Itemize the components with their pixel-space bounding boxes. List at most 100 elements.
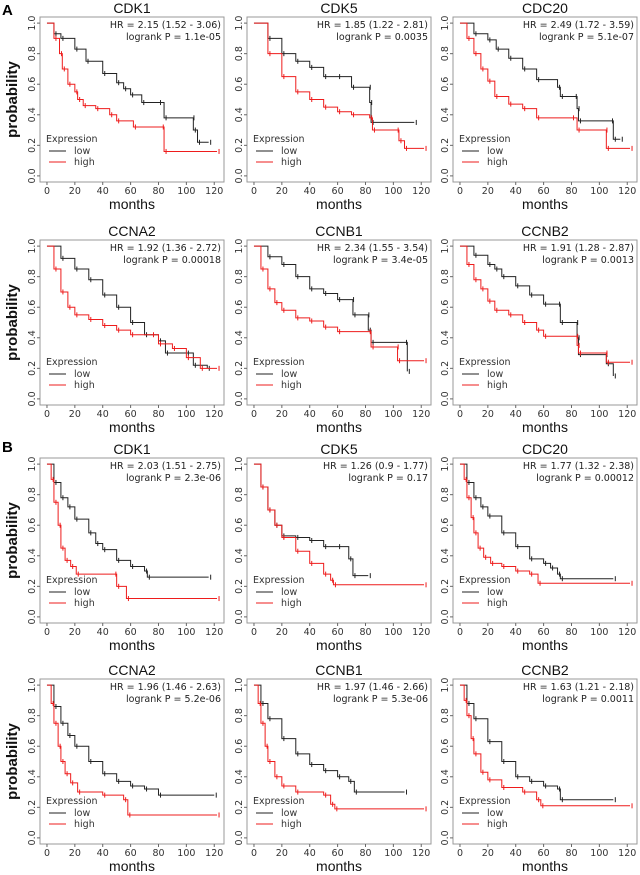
x-tick-label: 0 <box>251 627 257 638</box>
plot-frame <box>452 16 638 183</box>
y-tick-label: 0.2 <box>234 579 245 594</box>
y-tick-label: 0.8 <box>234 708 245 723</box>
y-tick-label: 0.0 <box>234 168 245 183</box>
x-tick-label: 120 <box>205 627 223 638</box>
x-tick-label: 20 <box>69 186 81 197</box>
y-tick-label: 0.0 <box>27 391 38 406</box>
km-plot-a-ccnb1: CCNB1 HR = 2.34 (1.55 - 3.54)logrank P = … <box>234 223 432 435</box>
y-tick-label: 1.0 <box>234 678 245 693</box>
x-tick-label: 100 <box>590 409 608 420</box>
km-plot-b-cdk5: CDK5 HR = 1.26 (0.9 - 1.77)logrank P = 0.… <box>234 441 432 653</box>
x-tick-label: 120 <box>205 409 223 420</box>
x-tick-label: 40 <box>304 409 316 420</box>
y-tick-label: 0.8 <box>440 46 451 61</box>
x-tick-label: 60 <box>538 186 550 197</box>
y-tick-label: 0.4 <box>440 107 451 122</box>
legend-label-high: high <box>281 819 302 830</box>
x-tick-label: 100 <box>177 186 195 197</box>
survival-curve-high <box>253 684 425 810</box>
y-tick-label: 1.0 <box>440 678 451 693</box>
y-tick-label: 0.4 <box>234 107 245 122</box>
legend-title: Expression <box>46 134 98 145</box>
legend-title: Expression <box>459 575 511 586</box>
plot-title: CCNA2 <box>108 223 156 239</box>
y-tick-label: 0.4 <box>234 769 245 784</box>
plot-frame <box>39 16 225 183</box>
x-tick-label: 0 <box>44 409 50 420</box>
x-tick-label: 60 <box>125 409 137 420</box>
legend-label-low: low <box>74 146 90 157</box>
hazard-ratio-text: HR = 1.91 (1.28 - 2.87) <box>523 243 634 254</box>
legend-title: Expression <box>46 357 98 368</box>
y-tick-label: 1.0 <box>27 16 38 31</box>
legend-label-low: low <box>487 146 503 157</box>
y-tick-label: 0.4 <box>440 548 451 563</box>
x-tick-label: 100 <box>384 409 402 420</box>
hazard-ratio-text: HR = 1.26 (0.9 - 1.77) <box>323 461 428 472</box>
legend-label-high: high <box>74 598 95 609</box>
logrank-p-text: logrank P = 0.00012 <box>536 473 634 484</box>
x-tick-label: 80 <box>152 848 164 859</box>
y-tick-label: 0.4 <box>440 769 451 784</box>
x-axis-label: months <box>316 419 362 435</box>
x-tick-label: 80 <box>359 409 371 420</box>
legend-title: Expression <box>253 134 305 145</box>
x-tick-label: 40 <box>97 627 109 638</box>
x-tick-label: 80 <box>565 848 577 859</box>
survival-curve-high <box>46 463 218 600</box>
logrank-p-text: logrank P = 0.0013 <box>542 255 634 266</box>
km-plot-a-ccnb2: CCNB2 HR = 1.91 (1.28 - 2.87)logrank P = … <box>440 223 638 435</box>
x-axis-label: months <box>522 196 568 212</box>
x-tick-label: 80 <box>152 409 164 420</box>
km-plot-a-cdk1: CDK1 HR = 2.15 (1.52 - 3.06)logrank P = 1… <box>4 0 225 212</box>
x-tick-label: 120 <box>412 409 430 420</box>
y-tick-label: 0.6 <box>440 518 451 533</box>
logrank-p-text: logrank P = 2.3e-06 <box>126 473 221 484</box>
y-tick-label: 0.0 <box>234 830 245 845</box>
x-tick-label: 60 <box>332 627 344 638</box>
x-axis-label: months <box>109 637 155 653</box>
plot-title: CDK1 <box>113 0 151 16</box>
y-tick-label: 0.6 <box>440 739 451 754</box>
x-axis-label: months <box>109 419 155 435</box>
plot-frame <box>452 678 638 845</box>
legend-title: Expression <box>459 796 511 807</box>
survival-curve-low <box>253 684 405 793</box>
y-tick-label: 0.6 <box>27 300 38 315</box>
hazard-ratio-text: HR = 2.34 (1.55 - 3.54) <box>317 243 428 254</box>
survival-curve-high <box>459 245 631 363</box>
survival-curve-high <box>253 463 425 586</box>
y-tick-label: 0.6 <box>27 77 38 92</box>
survival-curve-low <box>46 22 209 143</box>
km-plot-b-ccnb1: CCNB1 HR = 1.97 (1.46 - 2.66)logrank P = … <box>234 662 432 874</box>
y-tick-label: 0.0 <box>440 830 451 845</box>
x-tick-label: 20 <box>482 409 494 420</box>
y-axis-label: probability <box>4 502 21 579</box>
plot-title: CDK5 <box>320 441 358 457</box>
x-tick-label: 20 <box>69 848 81 859</box>
x-tick-label: 20 <box>276 409 288 420</box>
x-tick-label: 120 <box>205 186 223 197</box>
plot-title: CCNB2 <box>521 223 569 239</box>
y-tick-label: 0.6 <box>234 518 245 533</box>
legend-title: Expression <box>46 575 98 586</box>
logrank-p-text: logrank P = 3.4e-05 <box>333 255 428 266</box>
legend-title: Expression <box>253 796 305 807</box>
plot-frame <box>39 678 225 845</box>
x-tick-label: 100 <box>177 409 195 420</box>
plot-title: CCNB1 <box>315 662 363 678</box>
plot-title: CCNB2 <box>521 662 569 678</box>
x-axis-label: months <box>316 858 362 874</box>
y-tick-label: 0.6 <box>234 300 245 315</box>
x-tick-label: 40 <box>510 409 522 420</box>
x-tick-label: 80 <box>359 848 371 859</box>
x-tick-label: 40 <box>304 186 316 197</box>
x-tick-label: 60 <box>332 186 344 197</box>
y-tick-label: 1.0 <box>27 457 38 472</box>
x-axis-label: months <box>109 196 155 212</box>
y-tick-label: 0.8 <box>440 269 451 284</box>
legend-label-low: low <box>487 369 503 380</box>
km-plot-b-cdc20: CDC20 HR = 1.77 (1.32 - 2.38)logrank P = … <box>440 441 638 653</box>
plot-frame <box>39 457 225 624</box>
logrank-p-text: logrank P = 5.3e-06 <box>333 694 428 705</box>
